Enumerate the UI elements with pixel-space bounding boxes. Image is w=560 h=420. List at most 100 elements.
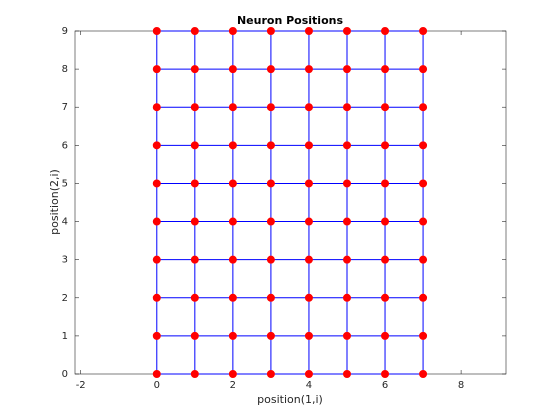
x-tick-label: 4 <box>306 380 312 391</box>
neuron-point <box>342 27 351 35</box>
x-tick-label: 6 <box>382 380 388 391</box>
neuron-point <box>152 293 161 302</box>
neuron-point <box>266 65 275 74</box>
neuron-point <box>266 179 275 188</box>
neuron-point <box>152 331 161 340</box>
chart-title: Neuron Positions <box>237 14 343 27</box>
neuron-point <box>152 141 161 150</box>
neuron-point <box>152 370 161 378</box>
neuron-point <box>190 27 199 35</box>
neuron-point <box>419 65 428 74</box>
neuron-point <box>342 65 351 74</box>
axes-box <box>74 30 507 375</box>
neuron-point <box>190 217 199 226</box>
neuron-point <box>190 103 199 112</box>
neuron-point <box>342 293 351 302</box>
y-tick-label: 5 <box>62 178 68 189</box>
neuron-point <box>152 179 161 188</box>
y-tick-label: 6 <box>62 140 68 151</box>
neuron-point <box>381 141 390 150</box>
neuron-point <box>266 370 275 378</box>
neuron-point <box>342 255 351 264</box>
neuron-point <box>381 103 390 112</box>
y-axis-label: position(2,i) <box>48 169 61 235</box>
neuron-point <box>419 217 428 226</box>
neuron-point <box>419 141 428 150</box>
neuron-point <box>228 179 237 188</box>
neuron-point <box>190 293 199 302</box>
neuron-point <box>381 293 390 302</box>
neuron-point <box>152 27 161 35</box>
neuron-point <box>419 103 428 112</box>
y-tick-label: 0 <box>62 369 68 380</box>
y-tick-label: 8 <box>62 64 68 75</box>
neuron-point <box>190 179 199 188</box>
y-tick-label: 9 <box>62 26 68 37</box>
x-axis-label: position(1,i) <box>257 393 323 406</box>
neuron-point <box>304 141 313 150</box>
neuron-point <box>228 27 237 35</box>
neuron-point <box>304 370 313 378</box>
neuron-point <box>228 103 237 112</box>
neuron-point <box>152 217 161 226</box>
neuron-point <box>342 179 351 188</box>
neuron-point <box>304 103 313 112</box>
neuron-point <box>419 293 428 302</box>
neuron-point <box>304 255 313 264</box>
neuron-point <box>381 217 390 226</box>
neuron-point <box>266 293 275 302</box>
neuron-point <box>152 65 161 74</box>
neuron-point <box>419 370 428 378</box>
neuron-point <box>152 255 161 264</box>
neuron-point <box>381 255 390 264</box>
neuron-point <box>381 179 390 188</box>
neuron-point <box>266 255 275 264</box>
neuron-point <box>304 331 313 340</box>
y-tick-label: 2 <box>62 293 68 304</box>
y-tick-label: 1 <box>62 331 68 342</box>
neuron-point <box>342 370 351 378</box>
neuron-point <box>381 65 390 74</box>
y-tick-label: 3 <box>62 255 68 266</box>
neuron-point <box>342 141 351 150</box>
neuron-point <box>304 27 313 35</box>
neuron-point <box>190 65 199 74</box>
neuron-point <box>419 255 428 264</box>
y-tick-label: 4 <box>62 217 68 228</box>
neuron-point <box>419 27 428 35</box>
neuron-point <box>228 141 237 150</box>
x-tick-label: 8 <box>458 380 464 391</box>
neuron-point <box>342 103 351 112</box>
neuron-point <box>152 103 161 112</box>
x-tick-label: -2 <box>76 380 86 391</box>
neuron-point <box>304 179 313 188</box>
neuron-point <box>190 370 199 378</box>
neuron-point <box>304 293 313 302</box>
neuron-point <box>190 331 199 340</box>
neuron-point <box>228 331 237 340</box>
neuron-point <box>266 141 275 150</box>
neuron-point <box>381 370 390 378</box>
neuron-point <box>419 179 428 188</box>
neuron-point <box>304 217 313 226</box>
x-tick-label: 0 <box>154 380 160 391</box>
neuron-point <box>190 255 199 264</box>
neuron-point <box>266 331 275 340</box>
neuron-point <box>228 217 237 226</box>
x-tick-label: 2 <box>230 380 236 391</box>
neuron-point <box>228 255 237 264</box>
neuron-point <box>228 293 237 302</box>
neuron-point <box>190 141 199 150</box>
neuron-point <box>304 65 313 74</box>
y-tick-label: 7 <box>62 102 68 113</box>
neuron-point <box>266 217 275 226</box>
neuron-point <box>228 370 237 378</box>
neuron-point <box>381 331 390 340</box>
neuron-point <box>342 331 351 340</box>
neuron-point <box>228 65 237 74</box>
neuron-point <box>419 331 428 340</box>
neuron-point <box>342 217 351 226</box>
neuron-point <box>381 27 390 35</box>
